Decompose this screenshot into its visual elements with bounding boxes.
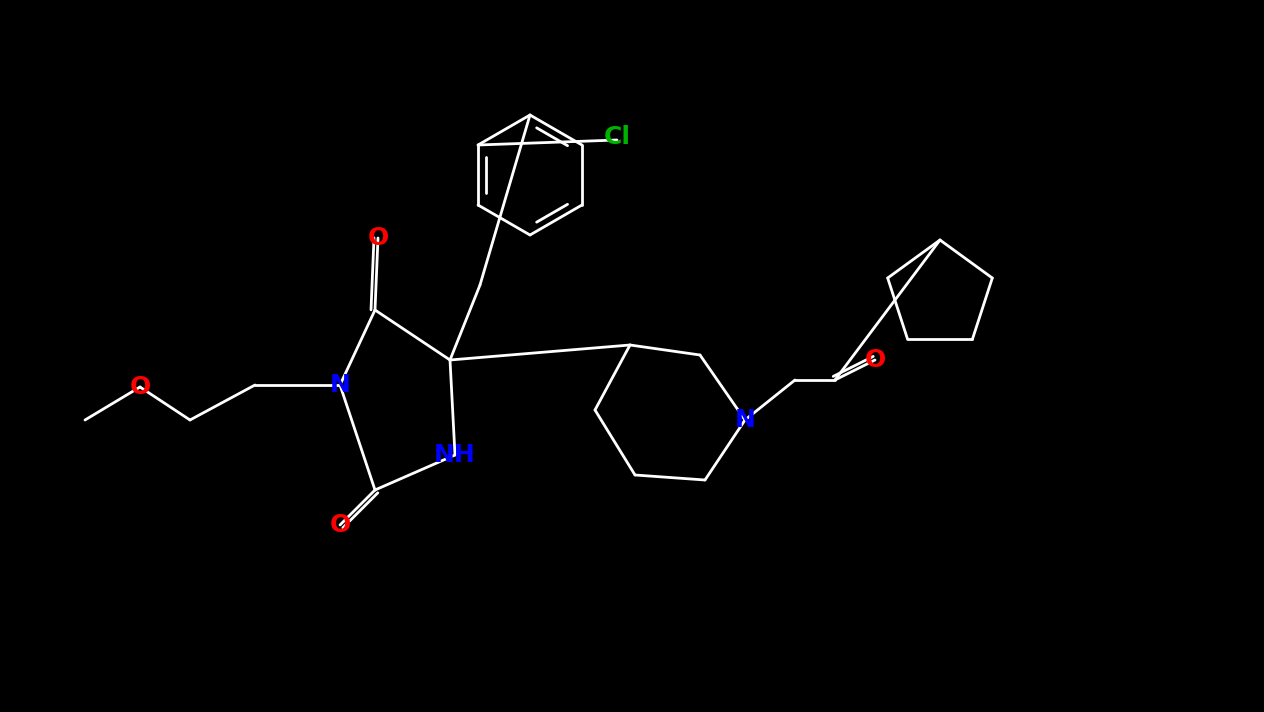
Text: N: N (734, 408, 756, 432)
Text: O: O (865, 348, 886, 372)
Text: O: O (368, 226, 388, 250)
Text: Cl: Cl (603, 125, 631, 149)
Text: O: O (330, 513, 350, 537)
Text: N: N (330, 373, 350, 397)
Text: NH: NH (434, 443, 475, 467)
Text: O: O (129, 375, 150, 399)
